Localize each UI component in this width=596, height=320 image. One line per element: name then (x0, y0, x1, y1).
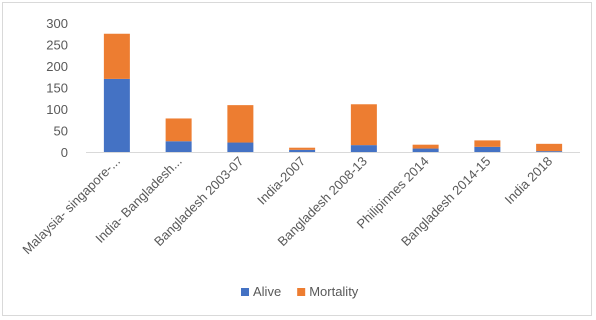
legend-swatch-mortality (297, 288, 306, 296)
bar-mortality-2 (227, 105, 254, 143)
y-tick-label: 250 (46, 38, 68, 53)
bar-alive-5 (412, 148, 439, 152)
y-tick-label: 100 (46, 102, 68, 117)
x-tick-label: India 2018 (502, 154, 556, 208)
y-axis-ticks: 0 50 100 150 200 250 300 (46, 16, 68, 160)
bar-alive-3 (289, 149, 316, 152)
x-tick-label: Malaysia- singapore-... (19, 154, 123, 258)
legend-swatch-alive (241, 288, 249, 296)
legend: Alive Mortality (241, 284, 359, 299)
bar-mortality-4 (350, 104, 377, 146)
bar-mortality-5 (412, 144, 439, 149)
legend-label-alive: Alive (253, 284, 281, 299)
y-tick-label: 50 (54, 124, 68, 139)
bar-alive-0 (103, 78, 130, 152)
y-tick-label: 0 (61, 145, 68, 160)
bar-alive-7 (536, 151, 563, 152)
y-tick-label: 150 (46, 81, 68, 96)
bar-mortality-1 (165, 118, 192, 142)
bar-mortality-7 (536, 143, 563, 152)
y-tick-label: 300 (46, 16, 68, 31)
legend-label-mortality: Mortality (309, 284, 359, 299)
bar-alive-6 (474, 146, 501, 152)
bars (103, 33, 563, 152)
bar-alive-2 (227, 142, 254, 152)
bar-mortality-6 (474, 140, 501, 147)
x-tick-label: India-2007 (254, 154, 308, 208)
y-tick-label: 200 (46, 59, 68, 74)
x-axis-ticks: Malaysia- singapore-...India- Bangladesh… (19, 154, 555, 258)
bar-alive-4 (350, 145, 377, 152)
bar-mortality-3 (289, 147, 316, 150)
chart-frame (2, 2, 592, 316)
bar-alive-1 (165, 141, 192, 152)
bar-mortality-0 (103, 33, 130, 79)
